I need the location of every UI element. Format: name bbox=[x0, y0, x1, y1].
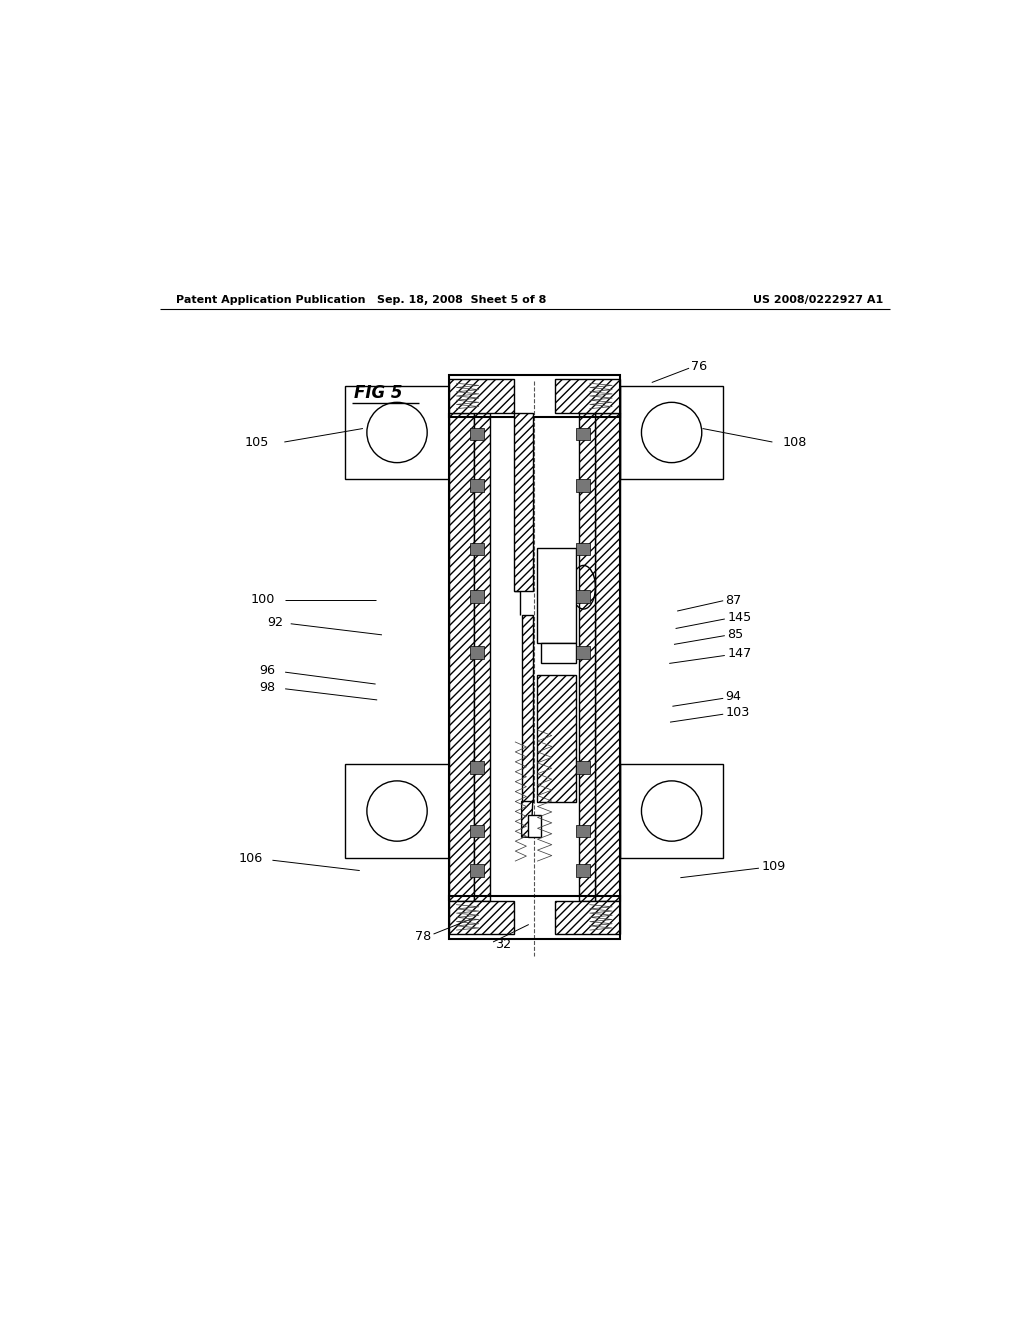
Text: 78: 78 bbox=[415, 929, 431, 942]
Text: 92: 92 bbox=[267, 615, 283, 628]
Bar bbox=[575, 590, 590, 603]
Bar bbox=[470, 762, 484, 774]
Bar bbox=[449, 379, 514, 413]
Circle shape bbox=[367, 781, 427, 841]
Bar bbox=[575, 825, 590, 837]
Bar bbox=[575, 645, 590, 659]
Text: Patent Application Publication: Patent Application Publication bbox=[176, 294, 366, 305]
Bar bbox=[470, 865, 484, 876]
Bar bbox=[345, 764, 449, 858]
Bar bbox=[521, 615, 532, 801]
Bar bbox=[470, 645, 484, 659]
Text: 105: 105 bbox=[245, 436, 268, 449]
Polygon shape bbox=[521, 801, 532, 837]
Bar bbox=[620, 385, 723, 479]
Bar bbox=[538, 675, 575, 801]
Bar bbox=[542, 643, 575, 663]
Bar bbox=[579, 413, 595, 900]
Bar bbox=[449, 375, 621, 417]
Circle shape bbox=[367, 403, 427, 462]
Text: 145: 145 bbox=[727, 611, 752, 624]
Text: 85: 85 bbox=[727, 627, 743, 640]
Bar bbox=[575, 762, 590, 774]
Text: US 2008/0222927 A1: US 2008/0222927 A1 bbox=[754, 294, 884, 305]
Bar bbox=[449, 896, 621, 939]
Bar bbox=[575, 479, 590, 492]
Bar bbox=[575, 543, 590, 556]
Text: 103: 103 bbox=[726, 706, 750, 719]
Text: 32: 32 bbox=[495, 937, 511, 950]
Text: FIG 5: FIG 5 bbox=[354, 384, 402, 401]
Bar bbox=[538, 548, 575, 643]
Bar bbox=[470, 479, 484, 492]
Bar bbox=[470, 590, 484, 603]
Bar bbox=[470, 825, 484, 837]
Bar bbox=[528, 814, 541, 837]
Circle shape bbox=[641, 781, 701, 841]
Bar bbox=[595, 413, 621, 900]
Text: 100: 100 bbox=[251, 594, 275, 606]
Text: 98: 98 bbox=[259, 681, 274, 694]
Text: Sep. 18, 2008  Sheet 5 of 8: Sep. 18, 2008 Sheet 5 of 8 bbox=[377, 294, 546, 305]
Bar bbox=[555, 379, 621, 413]
Text: 147: 147 bbox=[727, 647, 752, 660]
Bar bbox=[449, 413, 474, 900]
Bar bbox=[620, 764, 723, 858]
Bar bbox=[555, 900, 621, 935]
Bar bbox=[575, 428, 590, 441]
Bar bbox=[345, 385, 449, 479]
Text: 109: 109 bbox=[761, 861, 785, 873]
Bar bbox=[514, 413, 532, 591]
Bar bbox=[449, 900, 514, 935]
Text: 108: 108 bbox=[782, 436, 807, 449]
Bar bbox=[470, 428, 484, 441]
Text: 76: 76 bbox=[691, 360, 708, 374]
Text: 94: 94 bbox=[726, 690, 741, 704]
Bar bbox=[474, 413, 489, 900]
Bar bbox=[575, 865, 590, 876]
Text: 87: 87 bbox=[726, 594, 741, 607]
Text: 96: 96 bbox=[259, 664, 274, 677]
Text: 106: 106 bbox=[239, 853, 263, 865]
Bar bbox=[470, 543, 484, 556]
Circle shape bbox=[641, 403, 701, 462]
